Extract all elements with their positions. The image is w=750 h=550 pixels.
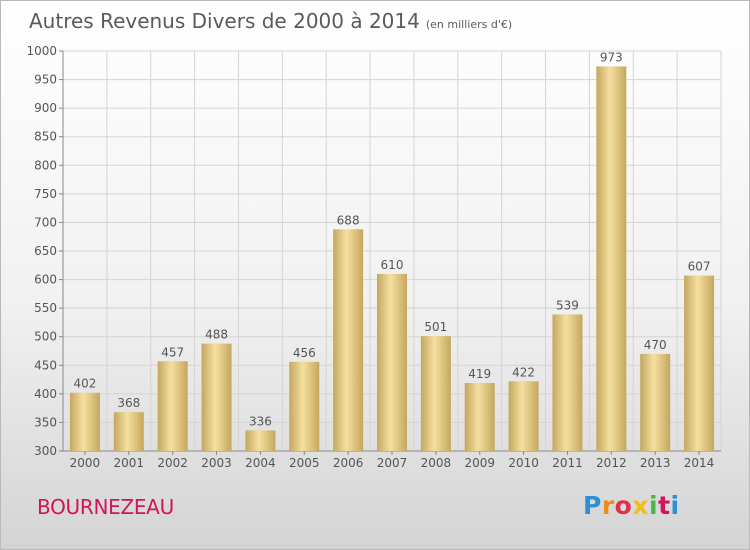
value-label-2008: 501 <box>424 320 447 334</box>
bar-2006[interactable] <box>333 229 364 451</box>
value-label-2014: 607 <box>688 260 711 274</box>
y-tick-label: 400 <box>34 387 57 401</box>
x-tick-label-2010: 2010 <box>508 456 539 470</box>
x-tick-label-2006: 2006 <box>333 456 364 470</box>
logo-letter: x <box>632 491 649 520</box>
y-tick-label: 800 <box>34 158 57 172</box>
value-label-2012: 973 <box>600 50 623 64</box>
value-label-2003: 488 <box>205 328 228 342</box>
x-tick-label-2001: 2001 <box>114 456 145 470</box>
y-tick-label: 950 <box>34 73 57 87</box>
x-tick-label-2000: 2000 <box>70 456 101 470</box>
bar-2004[interactable] <box>245 430 276 451</box>
bar-2011[interactable] <box>552 314 583 451</box>
value-label-2005: 456 <box>293 346 316 360</box>
logo-letter: r <box>601 491 615 520</box>
y-tick-label: 700 <box>34 215 57 229</box>
y-tick-label: 350 <box>34 415 57 429</box>
bar-2000[interactable] <box>69 392 100 451</box>
value-label-2007: 610 <box>381 258 404 272</box>
bar-2003[interactable] <box>201 343 232 451</box>
bar-2008[interactable] <box>420 336 451 451</box>
value-label-2013: 470 <box>644 338 667 352</box>
bar-2013[interactable] <box>640 353 671 451</box>
y-tick-label: 850 <box>34 130 57 144</box>
x-tick-label-2003: 2003 <box>201 456 232 470</box>
y-tick-label: 650 <box>34 244 57 258</box>
y-tick-label: 550 <box>34 301 57 315</box>
y-tick-label: 500 <box>34 330 57 344</box>
y-tick-label: 450 <box>34 358 57 372</box>
value-label-2009: 419 <box>468 367 491 381</box>
bar-2001[interactable] <box>113 412 144 451</box>
chart-title-text: Autres Revenus Divers de 2000 à 2014 <box>29 9 420 33</box>
value-label-2004: 336 <box>249 414 272 428</box>
value-label-2000: 402 <box>73 377 96 391</box>
bar-2005[interactable] <box>289 361 320 451</box>
x-tick-label-2002: 2002 <box>157 456 188 470</box>
bar-2010[interactable] <box>508 381 539 451</box>
bar-2012[interactable] <box>596 66 627 451</box>
y-tick-label: 300 <box>34 444 57 458</box>
commune-name: BOURNEZEAU <box>37 495 174 519</box>
value-label-2001: 368 <box>117 396 140 410</box>
value-label-2011: 539 <box>556 298 579 312</box>
bars <box>69 66 715 451</box>
bar-2014[interactable] <box>684 275 715 451</box>
proxiti-logo[interactable]: Proxiti <box>583 491 680 520</box>
logo-letter: i <box>670 491 680 520</box>
logo-letter: o <box>614 491 633 520</box>
y-tick-label: 900 <box>34 101 57 115</box>
y-tick-label: 600 <box>34 273 57 287</box>
x-tick-label-2005: 2005 <box>289 456 320 470</box>
chart-title: Autres Revenus Divers de 2000 à 2014 (en … <box>29 9 512 33</box>
value-label-2002: 457 <box>161 345 184 359</box>
x-tick-label-2013: 2013 <box>640 456 671 470</box>
value-label-2006: 688 <box>337 213 360 227</box>
y-tick-label: 750 <box>34 187 57 201</box>
x-tick-label-2011: 2011 <box>552 456 583 470</box>
logo-letter: i <box>649 491 659 520</box>
x-tick-label-2008: 2008 <box>421 456 452 470</box>
bar-2007[interactable] <box>377 273 407 451</box>
x-tick-label-2007: 2007 <box>377 456 408 470</box>
x-tick-label-2014: 2014 <box>684 456 715 470</box>
bar-2009[interactable] <box>464 383 495 451</box>
chart-subtitle: (en milliers d'€) <box>425 18 513 31</box>
value-label-2010: 422 <box>512 365 535 379</box>
x-tick-label-2004: 2004 <box>245 456 276 470</box>
y-tick-label: 1000 <box>26 44 57 58</box>
logo-letter: P <box>583 491 602 520</box>
labels: 300 350 400 450 500 550 600 650 700 750 800 850 900 9… <box>26 44 714 470</box>
bar-2002[interactable] <box>157 361 188 451</box>
x-tick-label-2009: 2009 <box>464 456 495 470</box>
logo-letter: t <box>658 491 671 520</box>
x-tick-label-2012: 2012 <box>596 456 627 470</box>
